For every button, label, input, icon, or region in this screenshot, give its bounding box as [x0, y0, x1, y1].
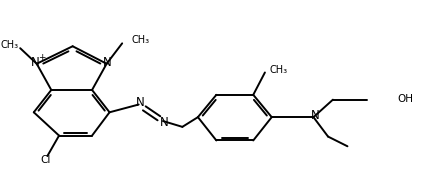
Text: CH₃: CH₃	[270, 65, 288, 75]
Text: N: N	[136, 96, 145, 109]
Text: CH₃: CH₃	[0, 40, 18, 50]
Text: N: N	[311, 109, 320, 122]
Text: N: N	[160, 116, 168, 129]
Text: N: N	[103, 56, 112, 69]
Text: N: N	[31, 56, 40, 69]
Text: Cl: Cl	[40, 155, 51, 165]
Text: +: +	[38, 53, 45, 62]
Text: OH: OH	[397, 94, 413, 104]
Text: CH₃: CH₃	[132, 35, 150, 45]
